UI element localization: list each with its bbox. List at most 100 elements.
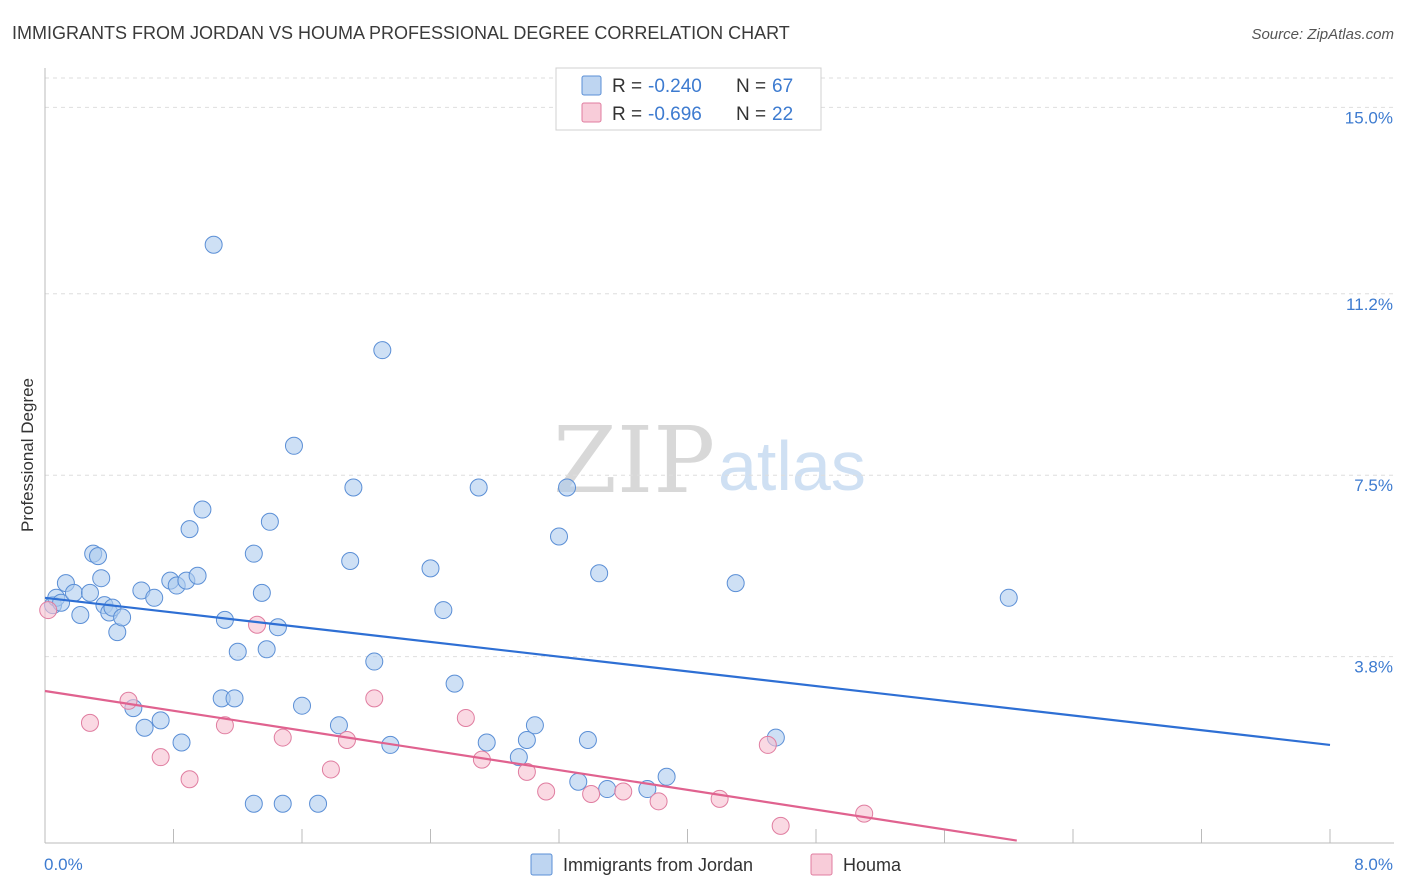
point-houma-4 [180,770,199,789]
legend-swatch-jordan [581,75,602,96]
point-jordan-50 [445,674,464,693]
point-houma-8 [321,760,340,779]
legend-swatch-houma [581,102,602,123]
point-jordan-22 [193,500,212,519]
grid-lines [45,77,1394,658]
legend-n-value-jordan: 67 [772,76,793,97]
point-jordan-41 [135,718,154,737]
y-tick-labels: 3.8% 7.5% 11.2% 15.0% [1345,108,1393,676]
watermark-zip: ZIP [553,407,715,514]
point-houma-5 [215,716,234,735]
point-jordan-58 [569,772,588,791]
point-houma-2 [119,691,138,710]
legend-r-value-jordan: -0.240 [648,76,702,97]
trend-lines [44,596,1331,842]
point-jordan-38 [373,341,392,360]
point-jordan-43 [172,733,191,752]
point-jordan-34 [329,716,348,735]
point-jordan-51 [469,478,488,497]
point-houma-1 [80,713,99,732]
point-houma-20 [771,816,790,835]
point-jordan-56 [550,527,568,546]
chart-title: IMMIGRANTS FROM JORDAN VS HOUMA PROFESSI… [12,23,790,43]
point-jordan-8 [89,547,108,566]
point-jordan-47 [273,794,292,813]
top-legend: R = -0.240 N = 67 R = -0.696 N = 22 [555,67,822,131]
point-jordan-53 [509,748,528,767]
point-houma-7 [273,728,292,747]
point-jordan-29 [260,512,279,531]
point-jordan-48 [421,559,440,578]
point-jordan-64 [726,574,745,593]
legend-r-label-houma: R = [612,104,642,125]
point-jordan-27 [252,583,271,602]
point-houma-21 [855,804,874,823]
x-tick-label-0: 0.0% [44,855,83,874]
point-jordan-6 [80,583,99,602]
point-jordan-31 [284,436,303,455]
watermark-atlas: atlas [718,427,866,505]
point-jordan-14 [113,608,132,627]
point-jordan-23 [204,235,223,254]
point-jordan-25 [228,642,247,661]
bottom-legend: Immigrants from Jordan Houma [530,853,902,876]
point-jordan-46 [244,794,263,813]
y-tick-label-3: 15.0% [1345,108,1393,127]
point-houma-11 [456,708,475,727]
axes [44,68,1394,844]
legend-n-label-houma: N = [736,104,766,125]
point-houma-16 [614,782,633,801]
point-houma-19 [758,735,777,754]
point-houma-13 [517,762,536,781]
legend-r-label-jordan: R = [612,76,642,97]
x-tick-label-1: 8.0% [1354,855,1393,874]
point-houma-9 [337,731,356,750]
series-houma-points [39,601,874,835]
point-jordan-57 [558,478,577,497]
point-houma-6 [248,615,267,634]
point-jordan-49 [434,601,453,620]
trend-line-jordan [44,596,1331,747]
point-jordan-33 [309,794,328,813]
bottom-legend-label-houma: Houma [843,855,902,875]
point-houma-3 [151,748,170,767]
point-jordan-66 [999,588,1018,607]
point-houma-14 [537,782,556,801]
legend-r-value-houma: -0.696 [648,104,702,125]
point-jordan-28 [257,640,276,659]
point-jordan-16 [145,588,164,607]
point-jordan-52 [477,733,496,752]
point-jordan-9 [92,569,111,588]
bottom-legend-label-jordan: Immigrants from Jordan [563,855,753,875]
point-jordan-37 [365,652,384,671]
point-houma-10 [365,689,384,708]
series-jordan-points [44,235,1018,813]
point-jordan-55 [525,716,544,735]
point-jordan-35 [341,552,360,571]
point-jordan-4 [64,583,83,602]
bottom-legend-swatch-jordan [530,853,553,876]
point-jordan-63 [657,767,676,786]
x-tick-labels: 0.0% 8.0% [44,855,1393,874]
point-houma-15 [582,784,601,803]
point-jordan-32 [293,696,311,715]
point-jordan-20 [188,566,207,585]
point-jordan-59 [578,731,597,750]
y-tick-label-0: 3.8% [1354,658,1393,677]
point-jordan-26 [244,544,263,563]
y-axis-label: Professional Degree [18,378,37,532]
point-houma-17 [649,792,668,811]
legend-n-value-houma: 22 [772,104,793,125]
legend-n-label-jordan: N = [736,76,766,97]
point-jordan-36 [344,478,363,497]
point-jordan-60 [590,564,609,583]
point-jordan-61 [598,780,617,799]
bottom-legend-swatch-houma [810,853,833,876]
point-jordan-42 [151,711,170,730]
point-houma-0 [39,601,58,620]
point-jordan-5 [71,605,90,624]
y-tick-label-1: 7.5% [1354,476,1393,495]
point-jordan-45 [225,689,244,708]
point-jordan-54 [517,731,536,750]
